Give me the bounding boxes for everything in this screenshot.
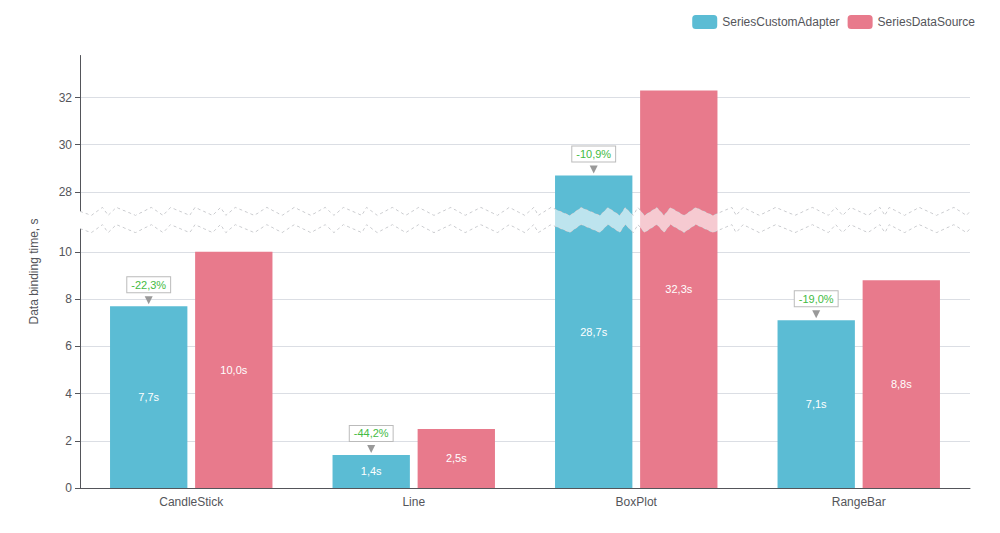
svg-text:RangeBar: RangeBar bbox=[832, 495, 886, 509]
svg-text:BoxPlot: BoxPlot bbox=[616, 495, 658, 509]
svg-text:2,5s: 2,5s bbox=[446, 452, 467, 464]
svg-text:Line: Line bbox=[402, 495, 425, 509]
svg-text:-22,3%: -22,3% bbox=[131, 279, 166, 291]
svg-text:1,4s: 1,4s bbox=[361, 465, 382, 477]
svg-text:32,3s: 32,3s bbox=[665, 283, 692, 295]
svg-text:8: 8 bbox=[65, 292, 72, 306]
svg-text:2: 2 bbox=[65, 434, 72, 448]
svg-text:-19,0%: -19,0% bbox=[799, 293, 834, 305]
svg-text:7,1s: 7,1s bbox=[806, 398, 827, 410]
svg-text:SeriesDataSource: SeriesDataSource bbox=[878, 15, 976, 29]
svg-text:7,7s: 7,7s bbox=[138, 391, 159, 403]
svg-text:4: 4 bbox=[65, 387, 72, 401]
svg-text:-10,9%: -10,9% bbox=[576, 148, 611, 160]
svg-text:32: 32 bbox=[59, 91, 73, 105]
svg-text:SeriesCustomAdapter: SeriesCustomAdapter bbox=[722, 15, 839, 29]
svg-text:CandleStick: CandleStick bbox=[159, 495, 224, 509]
svg-text:6: 6 bbox=[65, 339, 72, 353]
svg-text:Data binding time, s: Data binding time, s bbox=[27, 218, 41, 324]
svg-text:0: 0 bbox=[65, 481, 72, 495]
svg-text:-44,2%: -44,2% bbox=[354, 427, 389, 439]
svg-text:8,8s: 8,8s bbox=[891, 378, 912, 390]
svg-text:28: 28 bbox=[59, 185, 73, 199]
svg-text:28,7s: 28,7s bbox=[580, 326, 607, 338]
svg-text:10,0s: 10,0s bbox=[220, 364, 247, 376]
svg-text:30: 30 bbox=[59, 138, 73, 152]
svg-text:10: 10 bbox=[59, 245, 73, 259]
